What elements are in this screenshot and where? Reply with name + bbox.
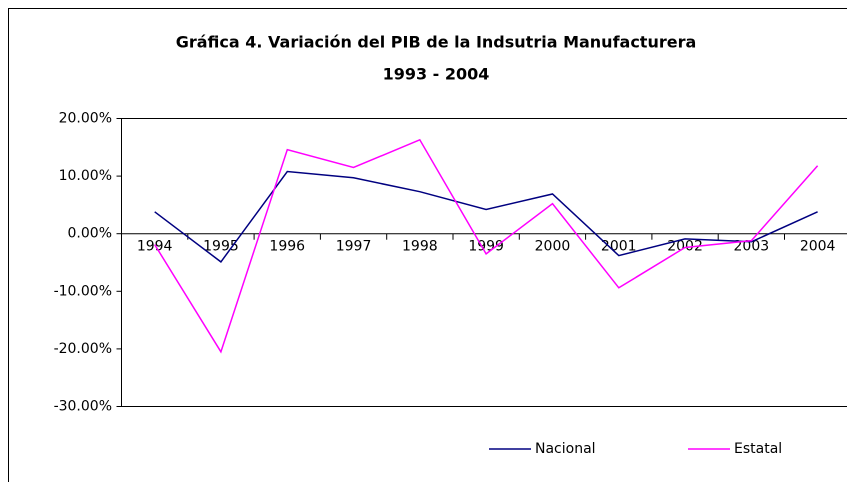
- x-tick-label: 1996: [269, 239, 305, 255]
- x-tick-label: 1994: [137, 239, 173, 255]
- x-tick-label: 2002: [667, 239, 703, 255]
- x-tick-label: 2003: [734, 239, 770, 255]
- x-tick-label: 2001: [601, 239, 637, 255]
- legend-label: Nacional: [535, 441, 596, 457]
- chart-subtitle: 1993 - 2004: [383, 65, 490, 84]
- legend-label: Estatal: [734, 441, 782, 457]
- y-tick-label: -30.00%: [54, 399, 112, 415]
- x-tick-label: 1997: [336, 239, 372, 255]
- x-tick-label: 1998: [402, 239, 438, 255]
- y-tick-label: 0.00%: [68, 226, 112, 242]
- y-tick-label: -20.00%: [54, 341, 112, 357]
- plot-area: [121, 118, 847, 407]
- series-line: [154, 138, 819, 354]
- chart-title: Gráfica 4. Variación del PIB de la Indsu…: [176, 33, 697, 52]
- y-tick-label: 20.00%: [59, 111, 112, 127]
- x-tick-label: 2000: [535, 239, 571, 255]
- y-tick-label: 10.00%: [59, 168, 112, 184]
- series-line: [154, 170, 818, 263]
- x-tick-label: 1999: [468, 239, 504, 255]
- y-tick-label: -10.00%: [54, 283, 112, 299]
- x-tick-label: 2004: [800, 239, 836, 255]
